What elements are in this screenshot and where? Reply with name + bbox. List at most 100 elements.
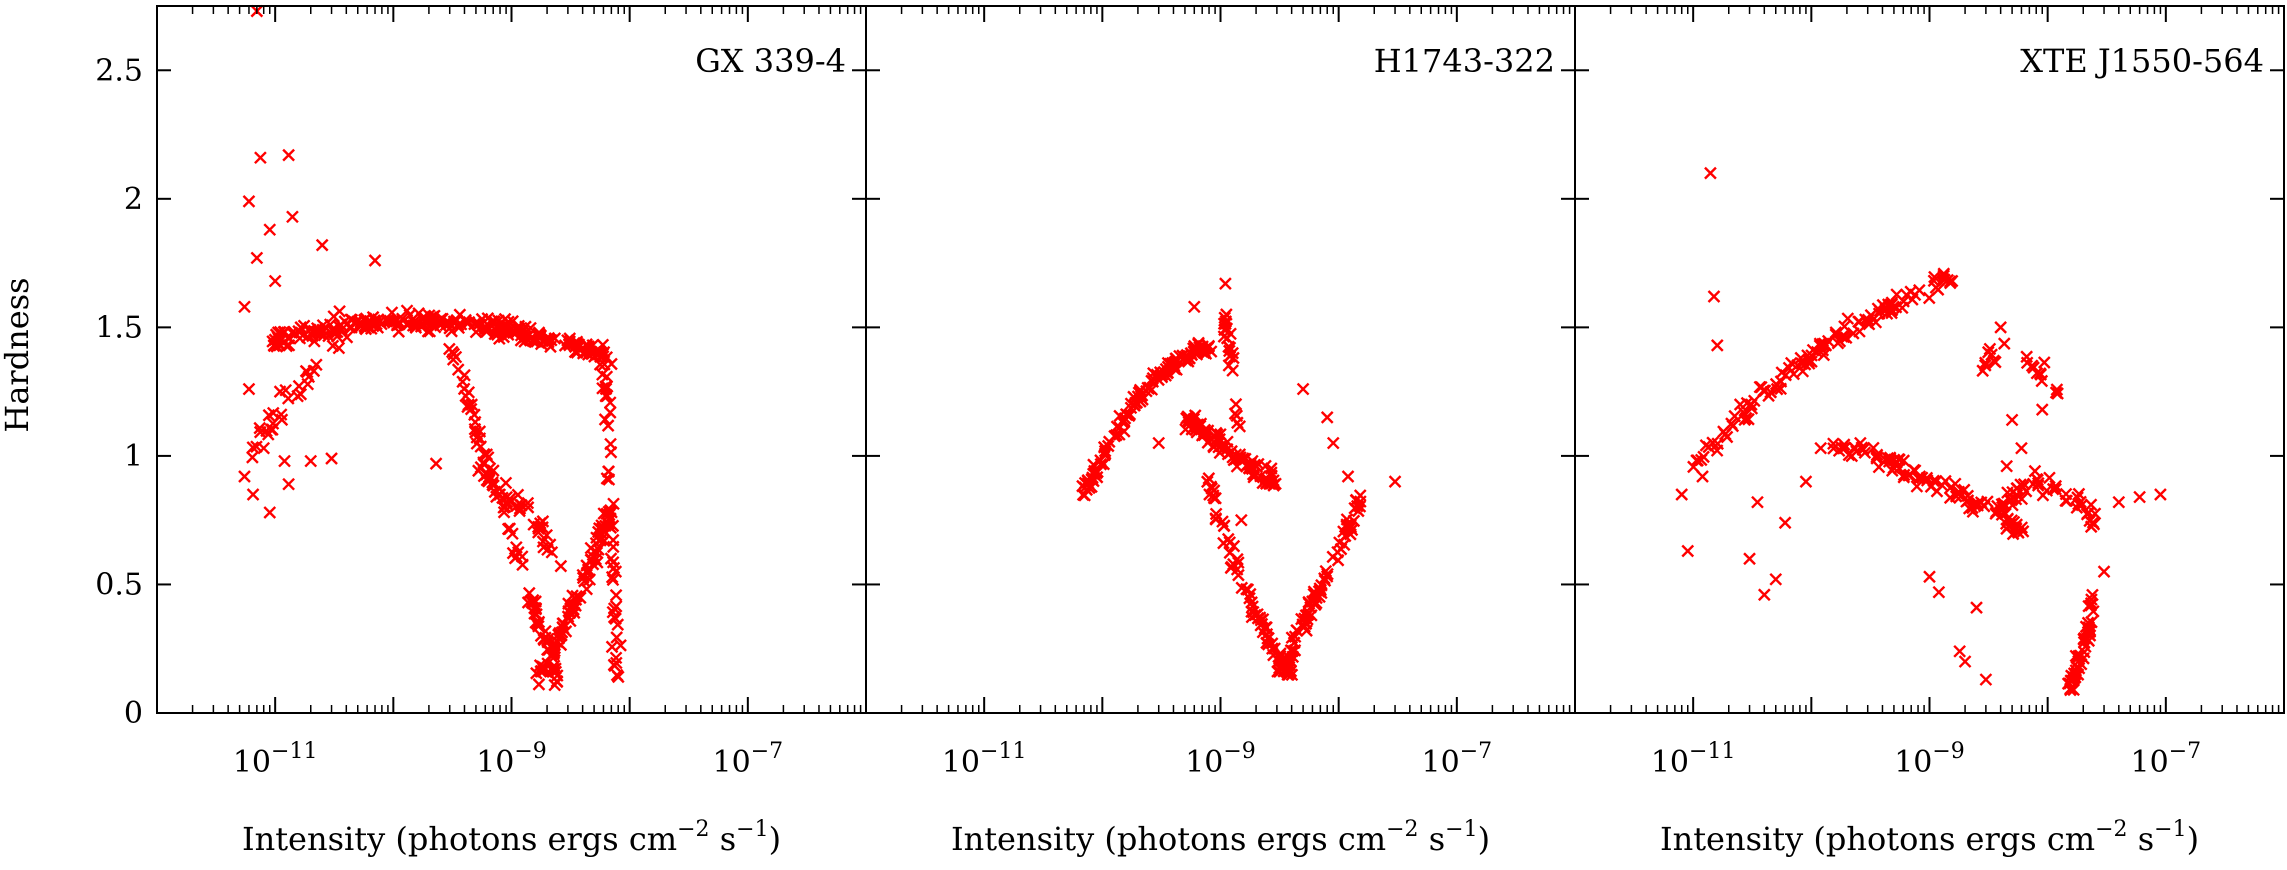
data-point <box>596 368 609 381</box>
data-point <box>570 589 583 603</box>
data-point <box>2067 667 2081 680</box>
data-point <box>485 314 499 328</box>
data-point <box>609 565 623 578</box>
data-point <box>511 324 525 338</box>
data-point <box>521 501 535 514</box>
data-point <box>610 668 624 682</box>
data-point <box>1168 361 1181 374</box>
data-point <box>563 338 576 352</box>
data-point <box>2080 507 2094 521</box>
data-point <box>262 408 276 422</box>
data-point <box>368 254 382 267</box>
y-axis-title: Hardness <box>0 277 36 432</box>
data-point <box>2067 683 2080 697</box>
data-point <box>345 321 358 334</box>
data-point <box>1259 459 1272 473</box>
data-point <box>1738 413 1752 427</box>
data-point <box>1854 436 1867 450</box>
data-point <box>2063 677 2076 690</box>
data-point <box>242 382 256 396</box>
data-point <box>304 454 318 468</box>
data-point <box>1697 450 1710 464</box>
data-point <box>286 210 299 224</box>
data-point <box>1929 474 1943 488</box>
data-point <box>1696 470 1709 483</box>
data-point <box>1842 448 1856 462</box>
data-point <box>246 451 259 464</box>
data-point <box>460 316 473 329</box>
data-point <box>2010 482 2024 495</box>
data-point <box>2085 593 2098 606</box>
data-point <box>340 330 354 344</box>
data-point <box>322 329 335 343</box>
data-point <box>282 148 295 162</box>
data-point <box>605 640 619 654</box>
data-point <box>551 635 564 649</box>
data-point <box>1994 321 2007 334</box>
data-point <box>611 618 625 631</box>
data-point <box>254 151 267 165</box>
data-point <box>1751 495 1764 509</box>
data-point <box>481 451 495 464</box>
x-tick-label: 10−9 <box>1894 739 1965 780</box>
data-point <box>1201 424 1215 437</box>
data-point <box>1229 397 1243 411</box>
data-point <box>1299 617 1313 631</box>
data-point <box>1958 655 1972 668</box>
data-point <box>1344 518 1357 532</box>
data-point <box>1892 462 1906 475</box>
data-point <box>1296 382 1310 396</box>
data-point <box>531 526 545 539</box>
data-point <box>1706 436 1719 450</box>
data-point <box>1186 421 1200 435</box>
data-point <box>1948 477 1962 491</box>
data-point <box>246 441 260 454</box>
data-point <box>2081 616 2095 630</box>
data-point <box>1953 644 1967 658</box>
data-point <box>1704 166 1717 180</box>
data-point <box>370 317 383 331</box>
data-point <box>325 452 338 465</box>
data-point <box>1265 469 1278 483</box>
data-point <box>1733 398 1747 411</box>
data-point <box>2010 518 2024 531</box>
data-point <box>2085 615 2098 629</box>
x-tick-label: 10−7 <box>713 739 784 780</box>
data-point <box>1333 536 1346 549</box>
data-point <box>297 319 311 333</box>
data-point <box>1907 463 1921 477</box>
data-point <box>554 559 568 573</box>
data-point <box>1229 448 1243 462</box>
data-point <box>333 304 346 318</box>
data-point <box>381 313 395 327</box>
data-point <box>606 555 620 569</box>
x-tick-label: 10−7 <box>1422 739 1493 780</box>
data-point <box>2086 588 2099 602</box>
data-point <box>434 312 448 326</box>
data-point <box>609 588 623 602</box>
panel-2: 10−11 10−9 10−7 Intensity (photons ergs cm−… <box>865 5 1576 858</box>
data-point <box>329 326 342 339</box>
data-point <box>458 368 471 382</box>
data-point <box>2097 565 2111 578</box>
data-point <box>503 522 517 535</box>
data-point <box>278 454 291 468</box>
data-point <box>1687 460 1700 474</box>
data-point <box>1758 384 1772 398</box>
data-point <box>1681 544 1695 558</box>
data-point <box>1101 439 1115 453</box>
data-point <box>2084 498 2098 512</box>
data-point <box>487 315 501 328</box>
data-point <box>273 385 287 398</box>
data-point <box>400 304 414 318</box>
data-point <box>1223 341 1237 355</box>
data-point <box>488 327 502 341</box>
data-point <box>603 396 617 409</box>
data-point <box>2031 476 2045 490</box>
data-point <box>514 334 528 347</box>
data-point <box>2036 488 2050 502</box>
data-point <box>1320 410 1334 424</box>
data-point <box>531 520 545 534</box>
data-point <box>2077 635 2091 649</box>
data-point <box>2037 356 2051 369</box>
